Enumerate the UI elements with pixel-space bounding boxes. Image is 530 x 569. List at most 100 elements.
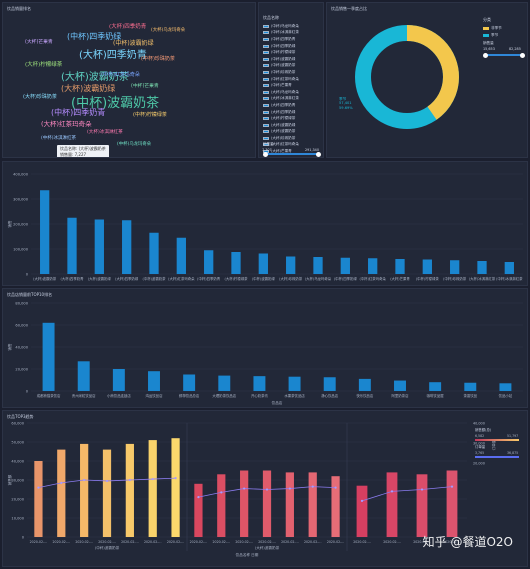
donut-slice-nonseason[interactable]: [355, 25, 459, 129]
trend-bar[interactable]: [194, 483, 203, 537]
legend-item[interactable]: (中杯)冰淇淋红茶: [263, 30, 323, 37]
bar[interactable]: [499, 383, 512, 391]
trend-bar[interactable]: [217, 474, 226, 537]
legend-item[interactable]: (中杯)柠檬绿茶: [263, 49, 323, 56]
trend-point[interactable]: [390, 490, 394, 493]
bar[interactable]: [231, 252, 241, 274]
order-trend-line[interactable]: [361, 486, 453, 502]
wordcloud-word[interactable]: (大杯)红茶玛奇朵: [41, 120, 92, 128]
trend-point[interactable]: [265, 488, 269, 491]
bar[interactable]: [122, 220, 132, 274]
bar[interactable]: [477, 261, 487, 274]
legend-item[interactable]: (大杯)四季奶青: [263, 102, 323, 109]
legend-item[interactable]: (大杯)波霸奶绿: [263, 122, 323, 129]
bar[interactable]: [394, 380, 406, 391]
bar[interactable]: [395, 259, 405, 274]
trend-point[interactable]: [105, 479, 109, 483]
trend-point[interactable]: [60, 481, 63, 484]
legend-item[interactable]: (中杯)芒果青: [263, 82, 323, 89]
wordcloud-word[interactable]: (大杯)冰淇淋红茶: [87, 130, 123, 135]
wordcloud-word[interactable]: (中杯)冰淇淋红茶: [41, 136, 77, 141]
slider-1-handle-right[interactable]: [316, 151, 321, 157]
bar[interactable]: [94, 219, 104, 275]
legend2-bar[interactable]: [475, 456, 519, 458]
wordcloud-word[interactable]: (中杯)乌龙玛奇朵: [117, 142, 152, 147]
trend-point[interactable]: [450, 485, 454, 488]
bar[interactable]: [286, 256, 296, 275]
trend-bar[interactable]: [308, 472, 317, 537]
bar[interactable]: [429, 382, 442, 391]
trend-bar[interactable]: [102, 449, 112, 537]
trend-bar[interactable]: [356, 485, 368, 537]
trend-point[interactable]: [220, 491, 223, 494]
slider-2[interactable]: [483, 52, 525, 58]
trend-bar[interactable]: [171, 438, 180, 537]
legend-item[interactable]: (中杯)四季奶青: [263, 36, 323, 43]
wordcloud-word[interactable]: (中杯)四季奶青: [51, 108, 106, 117]
wordcloud-word[interactable]: (中杯)珍珠奶茶: [141, 56, 175, 62]
donut-chart[interactable]: [347, 17, 467, 137]
trend-point[interactable]: [174, 477, 177, 480]
trend-bar[interactable]: [285, 472, 294, 537]
trend-bar[interactable]: [80, 443, 89, 537]
wordcloud-word[interactable]: (中杯)波霸奶茶: [71, 96, 160, 111]
legend-item[interactable]: (中杯)波霸奶茶: [263, 63, 323, 70]
legend-item[interactable]: (中杯)乌龙玛奇朵: [263, 23, 323, 30]
wordcloud-word[interactable]: (大杯)乌龙玛奇朵: [151, 28, 186, 33]
trend-point[interactable]: [360, 499, 364, 502]
bar[interactable]: [77, 361, 90, 391]
trend-bar[interactable]: [57, 449, 66, 537]
bar[interactable]: [340, 257, 350, 274]
wordcloud-word[interactable]: (大杯)柠檬绿茶: [25, 62, 63, 68]
wordcloud-word[interactable]: (中杯)柠檬绿茶: [133, 112, 167, 118]
slider-2-handle-right[interactable]: [520, 52, 525, 58]
trend-point[interactable]: [128, 478, 131, 482]
trend-point[interactable]: [311, 485, 314, 488]
bar[interactable]: [149, 232, 159, 274]
bar[interactable]: [67, 217, 77, 274]
bar[interactable]: [253, 376, 266, 391]
bar[interactable]: [450, 260, 460, 274]
wordcloud-word[interactable]: (中杯)波霸奶绿: [113, 40, 154, 47]
bar[interactable]: [313, 257, 323, 274]
bar[interactable]: [422, 259, 432, 275]
wordcloud-word[interactable]: (中杯)红茶玛奇朵: [101, 72, 140, 78]
wordcloud-word[interactable]: (大杯)波霸奶绿: [61, 84, 116, 93]
trend-bar[interactable]: [240, 470, 249, 538]
wordcloud-word[interactable]: (中杯)芒果青: [131, 84, 159, 89]
trend-point[interactable]: [288, 487, 291, 490]
slider-1[interactable]: [263, 151, 321, 157]
bar[interactable]: [464, 382, 477, 391]
legend-item[interactable]: (中杯)四季奶绿: [263, 43, 323, 50]
wordcloud-word[interactable]: (大杯)四季奶青: [79, 50, 147, 61]
bar[interactable]: [258, 253, 268, 275]
legend-item[interactable]: (中杯)红茶玛奇朵: [263, 76, 323, 83]
trend-bar[interactable]: [386, 472, 398, 537]
bar[interactable]: [218, 375, 231, 391]
bar[interactable]: [148, 371, 160, 391]
bar[interactable]: [204, 250, 214, 274]
slider-2-handle-left[interactable]: [483, 52, 488, 58]
wordcloud-word[interactable]: (大杯)芒果青: [25, 40, 53, 45]
bar[interactable]: [323, 377, 336, 391]
category-legend-item-1[interactable]: 非季节: [483, 25, 502, 32]
bar[interactable]: [42, 322, 55, 391]
wordcloud-word[interactable]: (大杯)波霸奶茶: [61, 72, 129, 83]
trend-bar[interactable]: [416, 474, 428, 537]
legend-item[interactable]: (大杯)波霸奶茶: [263, 129, 323, 136]
trend-point[interactable]: [37, 486, 40, 489]
category-legend-item-2[interactable]: 季节: [483, 32, 498, 39]
wordcloud-word[interactable]: (中杯)四季奶绿: [67, 32, 122, 41]
slider-1-handle-left[interactable]: [263, 151, 268, 157]
bar[interactable]: [288, 376, 301, 391]
trend-point[interactable]: [197, 496, 200, 499]
legend1-bar[interactable]: [475, 439, 519, 441]
wordcloud-word[interactable]: (大杯)四季奶青: [109, 24, 147, 30]
trend-point[interactable]: [151, 477, 154, 481]
trend-bar[interactable]: [446, 470, 458, 538]
legend-item[interactable]: (中杯)珍珠奶茶: [263, 69, 323, 76]
legend-item[interactable]: (中杯)波霸奶绿: [263, 56, 323, 63]
trend-bar[interactable]: [262, 470, 272, 538]
trend-bar[interactable]: [331, 476, 340, 537]
wordcloud[interactable]: (中杯)波霸奶茶 (大杯)波霸奶茶 (大杯)四季奶青 (中杯)四季奶青 (大杯)波霸奶绿…: [21, 13, 221, 155]
